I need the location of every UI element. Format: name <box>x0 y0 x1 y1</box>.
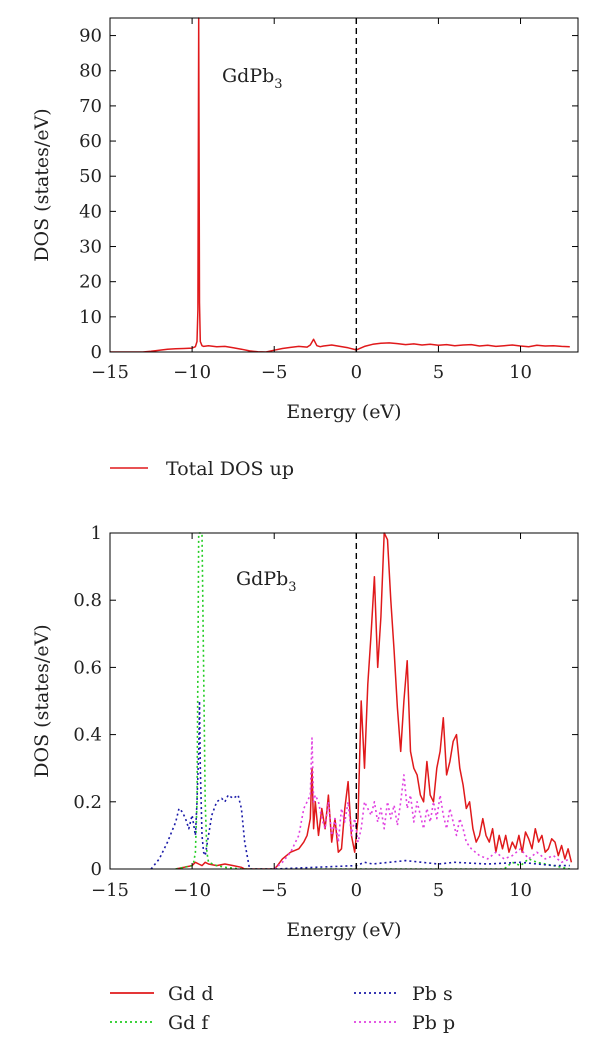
compound-subscript: 3 <box>288 580 296 595</box>
y-axis-label: DOS (states/eV) <box>31 108 53 261</box>
y-tick-label: 80 <box>79 61 102 82</box>
x-tick-label: −10 <box>173 880 211 901</box>
y-tick-label: 60 <box>79 131 102 152</box>
y-tick-label: 40 <box>79 201 102 222</box>
series-line-total-dos-up <box>110 17 570 352</box>
legend-label-pb-s: Pb s <box>412 983 453 1005</box>
y-tick-label: 10 <box>79 307 102 328</box>
x-tick-label: 0 <box>351 880 362 901</box>
x-tick-label: −10 <box>173 362 211 383</box>
plot-frame <box>109 17 579 353</box>
x-tick-label: 0 <box>351 362 362 383</box>
plot-frame <box>109 532 579 870</box>
compound-annotation: GdPb3 <box>222 65 283 92</box>
x-tick-label: −15 <box>91 362 129 383</box>
y-tick-label: 90 <box>79 26 102 47</box>
legend-label-gd-d: Gd d <box>168 983 214 1005</box>
x-axis-label: Energy (eV) <box>286 401 401 423</box>
x-tick-label: −5 <box>261 880 288 901</box>
x-tick-label: −5 <box>261 362 288 383</box>
series-line-gd-d <box>175 532 573 869</box>
top-chart-panel: −15 −10 −5 0 5 10 0 10 20 30 40 50 60 70 80 90 Energy (e… <box>31 17 579 480</box>
x-tick-label: −15 <box>91 880 129 901</box>
y-tick-label: 70 <box>79 96 102 117</box>
y-tick-label: 0.2 <box>73 792 102 813</box>
compound-name: GdPb <box>236 568 288 590</box>
y-tick-label: 0.8 <box>73 590 102 611</box>
y-axis-label: DOS (states/eV) <box>31 624 53 777</box>
y-tick-label: 50 <box>79 166 102 187</box>
y-tick-label: 0 <box>91 342 102 363</box>
compound-subscript: 3 <box>274 77 282 92</box>
x-tick-label: 5 <box>433 362 444 383</box>
legend-label-total-dos-up: Total DOS up <box>166 458 294 480</box>
x-tick-label: 5 <box>433 880 444 901</box>
series-line-gd-f <box>175 532 570 869</box>
y-tick-label: 0.6 <box>73 657 102 678</box>
y-tick-label: 30 <box>79 237 102 258</box>
y-tick-label: 1 <box>91 523 102 544</box>
series-line-pb-p <box>273 737 571 869</box>
legend-label-gd-f: Gd f <box>168 1012 210 1034</box>
series-line-pb-s <box>150 700 570 869</box>
bottom-chart-panel: −15 −10 −5 0 5 10 0 0.2 0.4 0.6 0.8 1 Energy (eV) DOS… <box>31 523 579 1034</box>
compound-name: GdPb <box>222 65 274 87</box>
y-tick-label: 20 <box>79 272 102 293</box>
y-tick-label: 0.4 <box>73 725 102 746</box>
x-tick-label: 10 <box>509 880 532 901</box>
x-axis-label: Energy (eV) <box>286 919 401 941</box>
legend-label-pb-p: Pb p <box>412 1012 455 1034</box>
y-tick-label: 0 <box>91 859 102 880</box>
compound-annotation: GdPb3 <box>236 568 297 595</box>
x-tick-label: 10 <box>509 362 532 383</box>
